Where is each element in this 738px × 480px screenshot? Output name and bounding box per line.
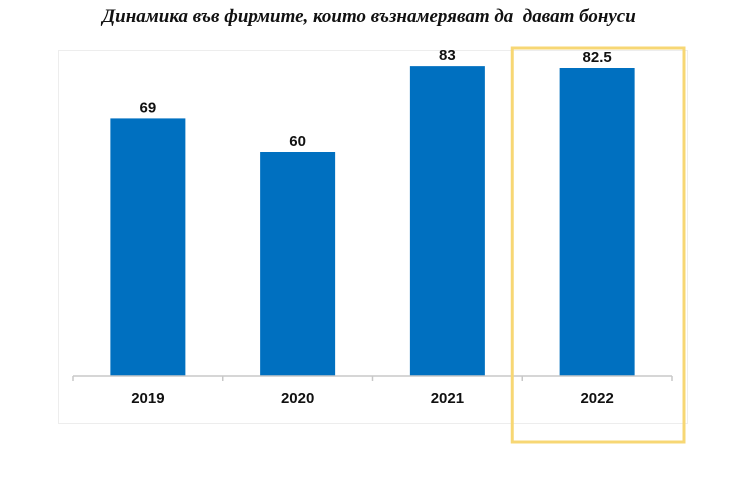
plot-area-frame (58, 50, 688, 424)
bar-2020 (260, 152, 336, 376)
bar-2019 (110, 118, 186, 377)
x-tick-label-2022: 2022 (580, 390, 613, 407)
chart-title: Динамика във фирмите, които възнамеряват… (102, 6, 636, 27)
x-tick-label-2019: 2019 (131, 390, 164, 407)
x-tick-label-2020: 2020 (281, 390, 314, 407)
data-label-2022: 82.5 (583, 49, 612, 66)
data-label-2019: 69 (140, 99, 157, 116)
highlight-box-2022 (510, 46, 686, 444)
bar-2021 (409, 66, 485, 376)
data-label-2020: 60 (289, 133, 306, 150)
data-label-2021: 83 (439, 47, 456, 64)
bar-2022 (559, 68, 635, 376)
x-tick-label-2021: 2021 (431, 390, 464, 407)
